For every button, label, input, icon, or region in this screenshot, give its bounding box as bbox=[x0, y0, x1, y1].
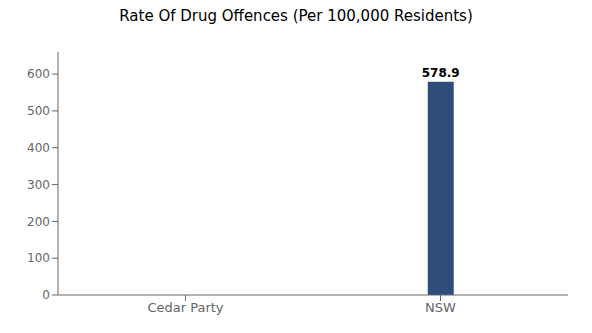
svg-text:400: 400 bbox=[27, 141, 50, 155]
svg-text:500: 500 bbox=[27, 104, 50, 118]
svg-text:200: 200 bbox=[27, 215, 50, 229]
svg-text:100: 100 bbox=[27, 251, 50, 265]
svg-text:600: 600 bbox=[27, 67, 50, 81]
svg-text:NSW: NSW bbox=[425, 300, 456, 315]
svg-text:578.9: 578.9 bbox=[422, 66, 460, 80]
html-text:Rate Of Drug Offences (Per 100: Rate Of Drug Offences (Per 100,000 Resid… bbox=[119, 7, 473, 25]
svg-text:300: 300 bbox=[27, 178, 50, 192]
svg-text:0: 0 bbox=[42, 288, 50, 302]
svg-text:Cedar Party: Cedar Party bbox=[147, 300, 223, 315]
